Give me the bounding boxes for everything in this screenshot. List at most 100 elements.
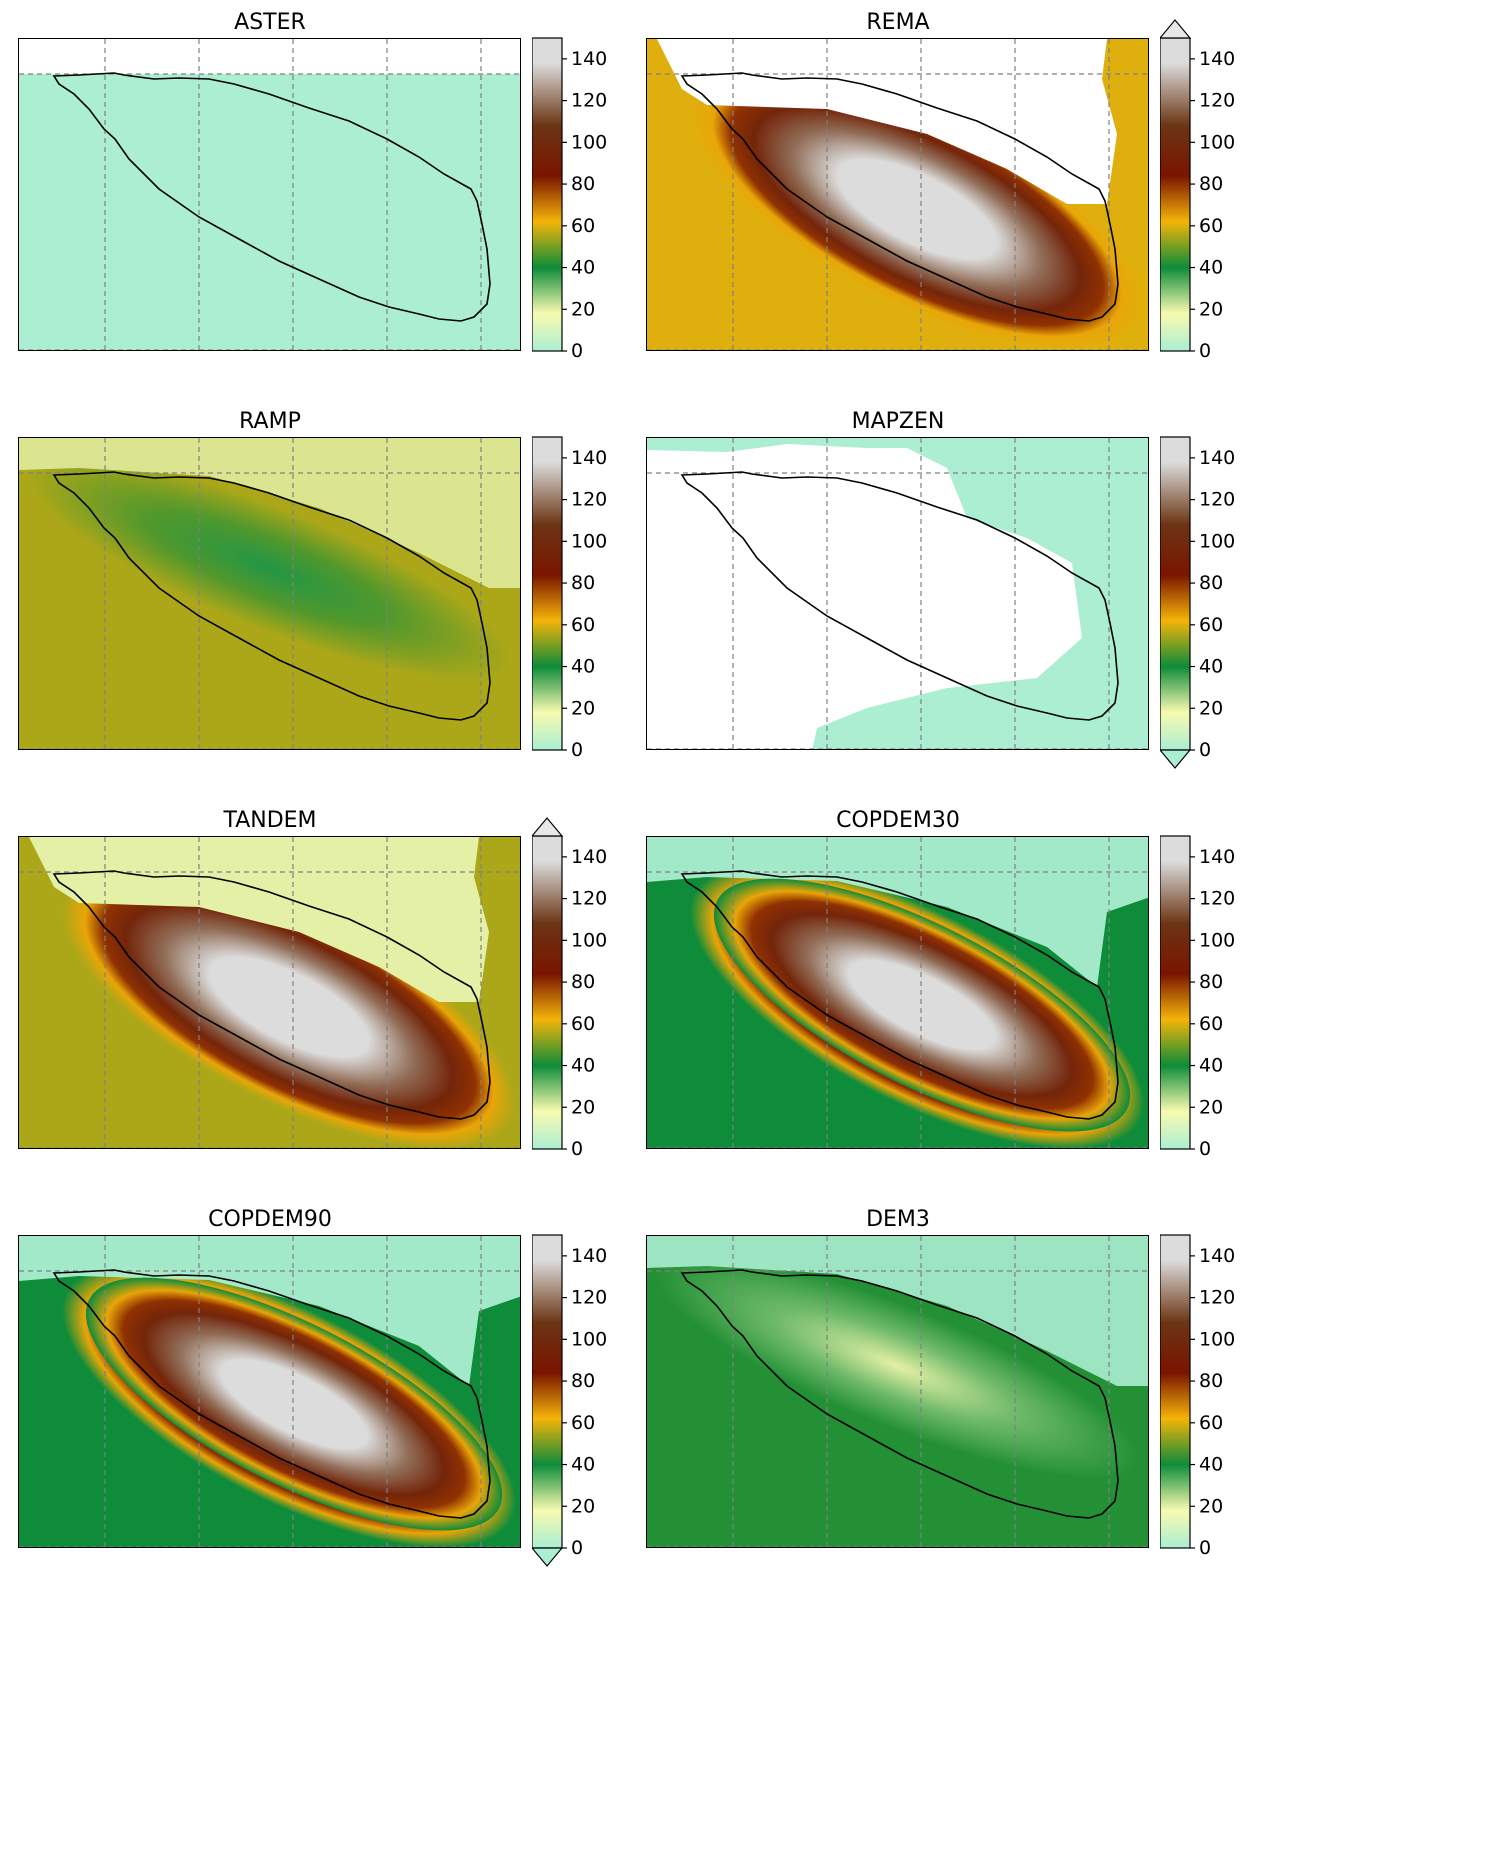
- colorbar-tick-label: 100: [571, 929, 607, 951]
- colorbar-tick-label: 40: [571, 1454, 595, 1476]
- colorbar-gradient: [532, 37, 563, 352]
- colorbar-tick-label: 80: [1199, 1370, 1223, 1392]
- colorbar-tick-label: 100: [571, 1328, 607, 1350]
- ice-shelf-outline: [52, 1269, 491, 1519]
- low-elevation-band: [26, 455, 512, 681]
- low-elevation-band: [654, 1253, 1140, 1479]
- ice-rise-elevation: [85, 1277, 503, 1531]
- panel-tandem: TANDEM 0 20 40 60 80 100 120 140: [18, 808, 738, 1268]
- map-canvas: [19, 837, 520, 1148]
- ice-shelf-outline: [680, 471, 1119, 721]
- panel-rema: REMA 0 20 40 60 80 100 120 140: [646, 10, 1366, 470]
- colorbar-tick-label: 0: [571, 1138, 583, 1160]
- elevation-background: [19, 39, 520, 350]
- panel-copdem90: COPDEM90 0 20 40 60 80 100 120 140: [18, 1207, 738, 1667]
- ice-rise-elevation: [690, 67, 1144, 350]
- colorbar-tick-label: 40: [571, 257, 595, 279]
- panel-dem3: DEM3 0 20 40 60 80 100 120 140: [646, 1207, 1366, 1667]
- panel-copdem30: COPDEM30 0 20 40 60 80 100 120 140: [646, 808, 1366, 1268]
- colorbar-tick-label: 120: [571, 1287, 607, 1309]
- north-ocean-area: [647, 1236, 1148, 1386]
- colorbar-tick-label: 20: [571, 697, 595, 719]
- nodata-area: [647, 444, 1082, 749]
- colorbar: 0 20 40 60 80 100 120 140: [1160, 19, 1235, 362]
- colorbar-tick-label: 20: [1199, 697, 1223, 719]
- colorbar-tick-label: 40: [571, 1055, 595, 1077]
- colorbar-tick-label: 140: [571, 447, 607, 469]
- colorbar-tick-label: 100: [1199, 131, 1235, 153]
- colorbar-tick-label: 20: [1199, 298, 1223, 320]
- map-canvas: [647, 438, 1148, 749]
- elevation-map: [18, 437, 521, 750]
- colorbar-gradient: [532, 436, 563, 751]
- colorbar-tick-label: 80: [1199, 572, 1223, 594]
- colorbar-tick-label: 140: [1199, 846, 1235, 868]
- colorbar-tick-label: 0: [1199, 739, 1211, 761]
- elevation-map: [18, 836, 521, 1149]
- ice-shelf-outline: [680, 870, 1119, 1120]
- ice-rise-elevation: [713, 878, 1131, 1132]
- panel-title: REMA: [866, 10, 930, 35]
- map-canvas: [19, 438, 520, 749]
- colorbar-tick-label: 120: [571, 888, 607, 910]
- map-canvas: [647, 39, 1148, 350]
- colorbar-tick-label: 0: [1199, 1138, 1211, 1160]
- colorbar-tick-label: 120: [571, 489, 607, 511]
- map-canvas: [19, 39, 520, 350]
- colorbar-tick-label: 140: [571, 48, 607, 70]
- colorbar-tick-label: 120: [1199, 90, 1235, 112]
- ice-shelf-outline: [52, 471, 491, 721]
- panel-title: MAPZEN: [851, 409, 945, 434]
- elevation-map: [646, 1235, 1149, 1548]
- colorbar-extend-max: [532, 817, 564, 837]
- ice-shelf-outline: [52, 870, 491, 1120]
- elevation-map: [646, 437, 1149, 750]
- colorbar-tick-label: 60: [1199, 1412, 1223, 1434]
- ice-shelf-outline: [680, 72, 1119, 322]
- colorbar-tick-label: 60: [571, 614, 595, 636]
- colorbar-gradient: [1160, 436, 1191, 751]
- colorbar-extend-min: [1160, 749, 1192, 769]
- colorbar-tick-label: 0: [571, 739, 583, 761]
- colorbar-tick-label: 40: [1199, 257, 1223, 279]
- colorbar-tick-label: 0: [571, 1537, 583, 1559]
- panel-aster: ASTER 0 20 40 60 80 100 120 140: [18, 10, 738, 470]
- colorbar-tick-label: 100: [1199, 929, 1235, 951]
- panel-title: COPDEM90: [208, 1207, 332, 1232]
- panel-title: RAMP: [239, 409, 301, 434]
- colorbar-tick-label: 60: [571, 215, 595, 237]
- elevation-map: [18, 38, 521, 351]
- elevation-map: [18, 1235, 521, 1548]
- colorbar-tick-label: 40: [1199, 656, 1223, 678]
- map-canvas: [19, 1236, 520, 1547]
- ice-rise-elevation: [62, 865, 516, 1148]
- colorbar-tick-label: 0: [571, 340, 583, 362]
- colorbar-extend-max: [1160, 19, 1192, 39]
- north-ocean-area: [19, 1236, 520, 1386]
- colorbar-extend-min: [532, 1547, 564, 1567]
- elevation-map: [646, 38, 1149, 351]
- colorbar-tick-label: 120: [1199, 489, 1235, 511]
- colorbar: 0 20 40 60 80 100 120 140: [532, 817, 607, 1160]
- map-canvas: [647, 1236, 1148, 1547]
- colorbar: 0 20 40 60 80 100 120 140: [532, 37, 607, 362]
- colorbar-gradient: [1160, 835, 1191, 1150]
- panel-title: TANDEM: [223, 808, 317, 833]
- colorbar-tick-label: 20: [1199, 1495, 1223, 1517]
- colorbar-tick-label: 20: [571, 1096, 595, 1118]
- colorbar-tick-label: 100: [571, 131, 607, 153]
- colorbar-tick-label: 40: [571, 656, 595, 678]
- colorbar-tick-label: 20: [1199, 1096, 1223, 1118]
- colorbar-tick-label: 40: [1199, 1454, 1223, 1476]
- panel-title: COPDEM30: [836, 808, 960, 833]
- colorbar-tick-label: 20: [571, 1495, 595, 1517]
- colorbar-tick-label: 120: [1199, 888, 1235, 910]
- colorbar: 0 20 40 60 80 100 120 140: [1160, 436, 1235, 769]
- colorbar: 0 20 40 60 80 100 120 140: [1160, 835, 1235, 1160]
- elevation-map: [646, 836, 1149, 1149]
- colorbar-tick-label: 60: [1199, 215, 1223, 237]
- colorbar-tick-label: 140: [571, 1245, 607, 1267]
- colorbar-tick-label: 140: [1199, 447, 1235, 469]
- colorbar-tick-label: 60: [1199, 1013, 1223, 1035]
